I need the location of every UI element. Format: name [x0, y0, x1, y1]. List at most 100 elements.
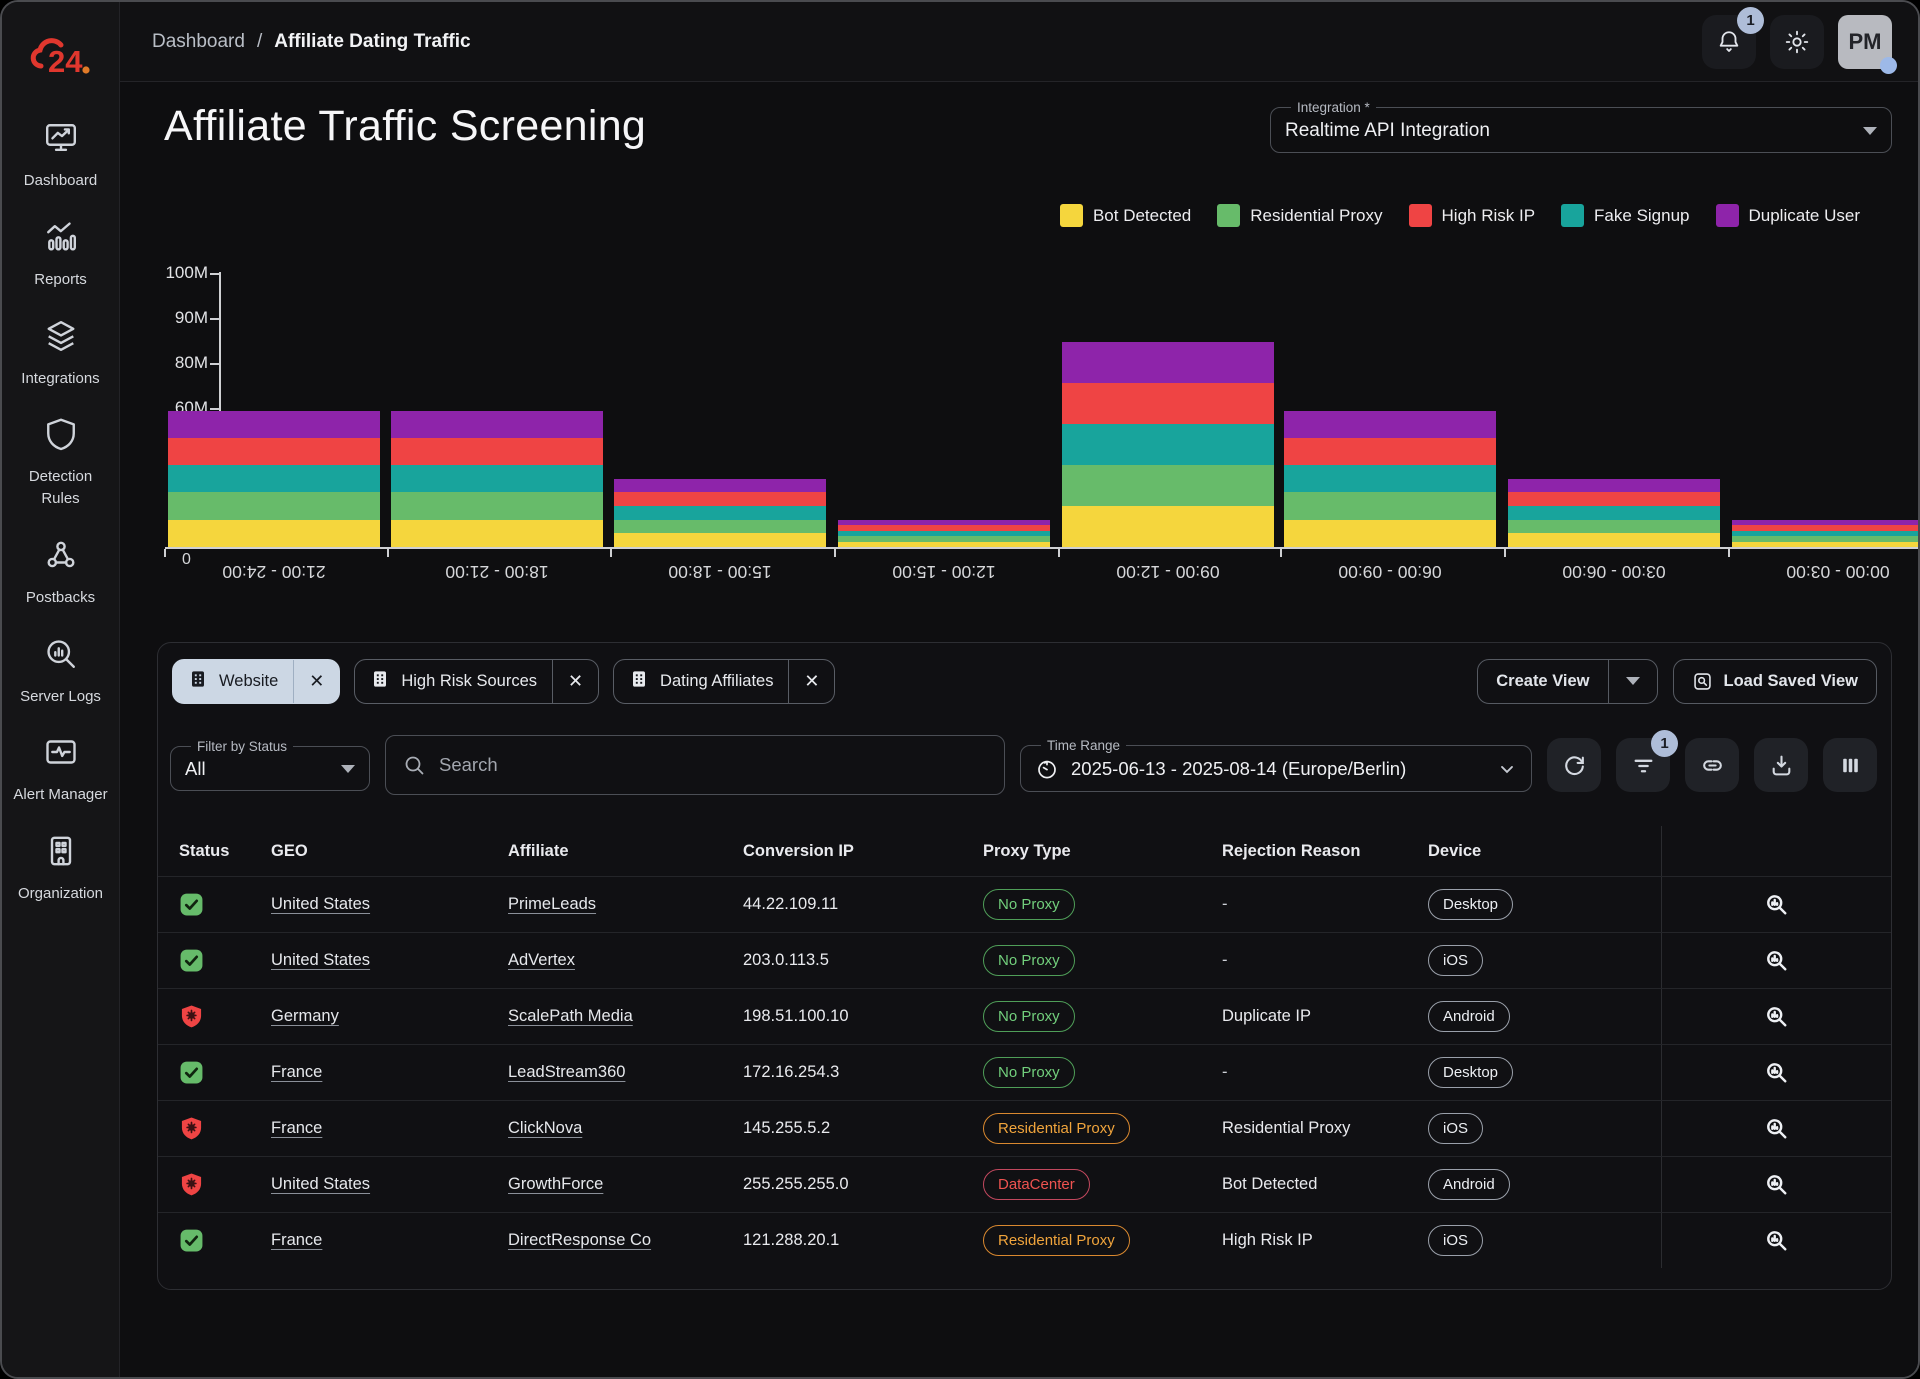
legend-label: Fake Signup: [1594, 205, 1690, 225]
download-button[interactable]: [1754, 738, 1808, 792]
saved-view-icon: [1693, 672, 1711, 690]
geo-link[interactable]: United States: [271, 1175, 371, 1193]
device-badge: iOS: [1428, 1113, 1484, 1144]
sidebar-item-label: Postbacks: [25, 588, 96, 606]
theme-toggle-button[interactable]: [1770, 14, 1824, 69]
x-axis-tick: [164, 549, 166, 557]
avatar[interactable]: PM: [1838, 14, 1897, 74]
reports-icon: [43, 219, 79, 260]
status-filter-select[interactable]: Filter by Status All: [170, 739, 370, 791]
geo-link[interactable]: France: [271, 1063, 323, 1081]
postbacks-icon: [43, 537, 79, 578]
chip-remove-button[interactable]: ✕: [293, 659, 339, 703]
sidebar-item-reports[interactable]: Reports: [2, 219, 119, 291]
sidebar-item-dashboard[interactable]: Dashboard: [2, 120, 119, 192]
affiliate-link[interactable]: PrimeLeads: [508, 895, 597, 913]
columns-button[interactable]: [1823, 738, 1877, 792]
affiliate-link[interactable]: ScalePath Media: [508, 1007, 633, 1025]
breadcrumb-dashboard[interactable]: Dashboard: [152, 30, 245, 52]
bar-segment-duplicate-user: [838, 519, 1050, 526]
chip-remove-button[interactable]: ✕: [552, 659, 598, 703]
refresh-button[interactable]: [1547, 738, 1601, 792]
magnifier-icon: [1767, 1231, 1787, 1251]
geo-link[interactable]: France: [271, 1119, 323, 1137]
geo-link[interactable]: United States: [271, 951, 371, 969]
geo-cell: United States: [271, 951, 508, 970]
filter-button[interactable]: 1: [1616, 730, 1678, 792]
search-box: [385, 735, 1005, 795]
filter-lines-icon: [1634, 759, 1652, 772]
bar-segment-bot-detected: [1508, 533, 1720, 547]
sidebar-item-server-logs[interactable]: Server Logs: [2, 636, 119, 708]
dashboard-icon: [43, 120, 79, 161]
conversion-ip-cell: 198.51.100.10: [743, 1007, 849, 1025]
bar-segment-high-risk-ip: [1508, 492, 1720, 507]
column-header-conversion-ip: Conversion IP: [743, 841, 854, 860]
sidebar-item-organization[interactable]: Organization: [2, 833, 119, 905]
row-details-button[interactable]: [1764, 892, 1789, 917]
app-logo[interactable]: 24: [28, 22, 94, 92]
affiliate-link[interactable]: AdVertex: [508, 951, 575, 969]
device-cell: iOS: [1428, 1225, 1661, 1256]
sidebar-item-detection-rules[interactable]: Detection Rules: [2, 416, 119, 510]
topbar-actions: 1 PM: [1702, 6, 1897, 74]
conversion-ip-cell: 121.288.20.1: [743, 1231, 840, 1249]
row-details-button[interactable]: [1764, 1004, 1789, 1029]
building-icon: [370, 669, 390, 694]
sidebar-item-alert-manager[interactable]: Alert Manager: [2, 734, 119, 806]
row-details-button[interactable]: [1764, 948, 1789, 973]
bar-segment-bot-detected: [614, 533, 826, 547]
row-details-button[interactable]: [1764, 1060, 1789, 1085]
legend-swatch: [1059, 204, 1083, 227]
create-view-button[interactable]: Create View: [1477, 658, 1658, 704]
row-details-button[interactable]: [1764, 1228, 1789, 1253]
load-saved-view-button[interactable]: Load Saved View: [1672, 658, 1877, 704]
magnifier-icon: [1767, 951, 1787, 971]
stacked-bar: [1062, 342, 1274, 547]
sidebar-item-postbacks[interactable]: Postbacks: [2, 537, 119, 609]
bar-segment-bot-detected: [1284, 519, 1496, 547]
sidebar-item-integrations[interactable]: Integrations: [2, 318, 119, 390]
row-details-button[interactable]: [1764, 1116, 1789, 1141]
search-input[interactable]: [439, 754, 988, 776]
magnifier-icon: [1767, 1063, 1787, 1083]
y-axis-tick: [210, 363, 220, 365]
bar-segment-duplicate-user: [1732, 519, 1918, 526]
create-view-menu-button[interactable]: [1609, 677, 1657, 685]
chip-remove-button[interactable]: ✕: [788, 659, 834, 703]
affiliate-link[interactable]: GrowthForce: [508, 1175, 604, 1193]
breadcrumb-current: Affiliate Dating Traffic: [274, 30, 471, 52]
geo-link[interactable]: United States: [271, 895, 371, 913]
filter-chip-high-risk-sources[interactable]: High Risk Sources ✕: [354, 658, 600, 704]
legend-label: Residential Proxy: [1250, 205, 1383, 225]
affiliate-link[interactable]: LeadStream360: [508, 1063, 626, 1081]
notifications-button[interactable]: 1: [1702, 6, 1764, 69]
bar-segment-residential-proxy: [838, 536, 1050, 542]
button-divider: [1607, 659, 1609, 703]
affiliate-link[interactable]: ClickNova: [508, 1119, 583, 1137]
actions-cell: [1661, 877, 1891, 932]
proxy-type-cell: DataCenter: [983, 1169, 1222, 1200]
actions-cell: [1661, 1045, 1891, 1100]
proxy-type-badge: No Proxy: [983, 889, 1075, 920]
geo-link[interactable]: France: [271, 1231, 323, 1249]
copy-link-button[interactable]: [1685, 738, 1739, 792]
affiliate-link[interactable]: DirectResponse Co: [508, 1231, 652, 1249]
filter-chip-website[interactable]: Website ✕: [172, 658, 341, 704]
conversion-ip-cell: 145.255.5.2: [743, 1119, 831, 1137]
time-range-select[interactable]: Time Range 2025-06-13 - 2025-08-14 (Euro…: [1020, 738, 1532, 792]
svg-text:24: 24: [48, 44, 83, 79]
rejection-reason-cell: -: [1222, 895, 1228, 913]
bar-segment-bot-detected: [1732, 541, 1918, 547]
bar-segment-high-risk-ip: [391, 437, 603, 466]
filter-chip-dating-affiliates[interactable]: Dating Affiliates ✕: [613, 658, 836, 704]
status-cell: [179, 1060, 271, 1085]
geo-link[interactable]: Germany: [271, 1007, 339, 1025]
bar-segment-high-risk-ip: [838, 525, 1050, 531]
x-axis-tick-label: 15:00 - 18:00: [668, 562, 772, 582]
geo-cell: United States: [271, 1175, 508, 1194]
row-details-button[interactable]: [1764, 1172, 1789, 1197]
integration-select[interactable]: Integration * Realtime API Integration: [1270, 100, 1892, 153]
legend-item-bot-detected: Bot Detected: [1059, 204, 1191, 227]
geo-cell: France: [271, 1119, 508, 1138]
